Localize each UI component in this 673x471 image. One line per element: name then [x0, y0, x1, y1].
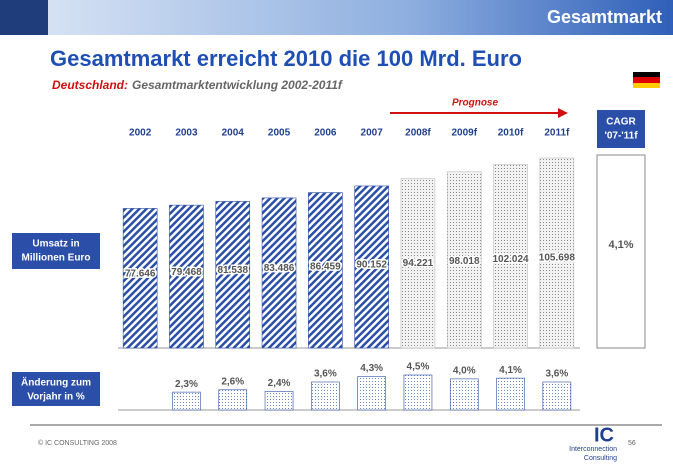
- x-tick-label: 2009f: [451, 128, 477, 139]
- value-label: 4,1%: [499, 365, 522, 376]
- subtitle-region: Deutschland:: [52, 78, 128, 92]
- x-tick-label: 2005: [268, 128, 291, 139]
- value-label: 2,3%: [175, 379, 198, 390]
- title: Gesamtmarkt erreicht 2010 die 100 Mrd. E…: [50, 46, 522, 71]
- page-number: 56: [628, 440, 636, 447]
- cagr-box: [597, 110, 645, 148]
- x-tick-label: 2010f: [498, 128, 524, 139]
- flag: [633, 72, 660, 88]
- x-tick-label: 2006: [314, 128, 337, 139]
- bar: [218, 389, 248, 411]
- bar: [215, 201, 251, 349]
- value-label: 83.486: [264, 263, 295, 274]
- row-label-box: [12, 233, 100, 269]
- bar: [122, 208, 158, 349]
- value-label: 86.459: [310, 261, 341, 272]
- bar: [357, 376, 386, 411]
- value-label: 2,4%: [268, 378, 291, 389]
- bar: [493, 164, 528, 349]
- header-band: [0, 0, 673, 35]
- cagr-value: 4,1%: [608, 239, 633, 251]
- value-label: 105.698: [539, 252, 576, 263]
- value-label: 98.018: [449, 256, 480, 267]
- cagr-label: '07-'11f: [604, 131, 638, 142]
- value-label: 4,5%: [407, 362, 430, 373]
- x-tick-label: 2002: [129, 128, 152, 139]
- value-label: 4,0%: [453, 366, 476, 377]
- value-label: 77.646: [125, 269, 156, 280]
- x-tick-label: 2008f: [405, 128, 431, 139]
- value-label: 90.152: [356, 260, 387, 271]
- bar: [264, 391, 294, 411]
- bar: [308, 192, 343, 349]
- logo: IC: [594, 424, 614, 446]
- x-tick-label: 2003: [175, 128, 198, 139]
- value-label: 94.221: [403, 258, 434, 269]
- bar: [169, 204, 204, 349]
- bar: [496, 377, 525, 411]
- bar: [311, 381, 340, 411]
- bar: [261, 197, 297, 349]
- header-title: Gesamtmarkt: [547, 7, 662, 27]
- value-label: 4,3%: [360, 363, 383, 374]
- company-name: Consulting: [584, 455, 617, 462]
- value-label: 3,6%: [545, 369, 568, 380]
- company-name: Interconnection: [569, 446, 617, 453]
- bar: [542, 381, 572, 411]
- header-image: [0, 0, 48, 35]
- bar: [400, 178, 436, 349]
- value-label: 3,6%: [314, 369, 337, 380]
- forecast-label: Prognose: [452, 98, 499, 109]
- row-label: Millionen Euro: [22, 253, 91, 264]
- x-tick-label: 2007: [361, 128, 384, 139]
- bar: [446, 171, 482, 349]
- bar: [449, 378, 479, 411]
- x-tick-label: 2004: [222, 128, 245, 139]
- copyright: © IC CONSULTING 2008: [38, 439, 117, 447]
- row-label: Änderung zum: [21, 376, 91, 389]
- bar: [403, 374, 433, 411]
- value-label: 102.024: [492, 254, 529, 265]
- bar: [354, 185, 389, 349]
- value-label: 79.468: [171, 267, 202, 278]
- cagr-frame: [596, 154, 646, 349]
- value-label: 81.538: [217, 265, 248, 276]
- bar: [172, 391, 201, 411]
- row-label: Vorjahr in %: [27, 392, 85, 403]
- row-label-box: [12, 372, 100, 406]
- cagr-label: CAGR: [606, 117, 636, 128]
- row-label: Umsatz in: [32, 239, 79, 250]
- x-tick-label: 2011f: [544, 128, 570, 139]
- subtitle: Gesamtmarktentwicklung 2002-2011f: [132, 78, 343, 92]
- bar: [539, 157, 575, 349]
- value-label: 2,6%: [221, 376, 244, 387]
- forecast-arrowhead: [558, 108, 568, 118]
